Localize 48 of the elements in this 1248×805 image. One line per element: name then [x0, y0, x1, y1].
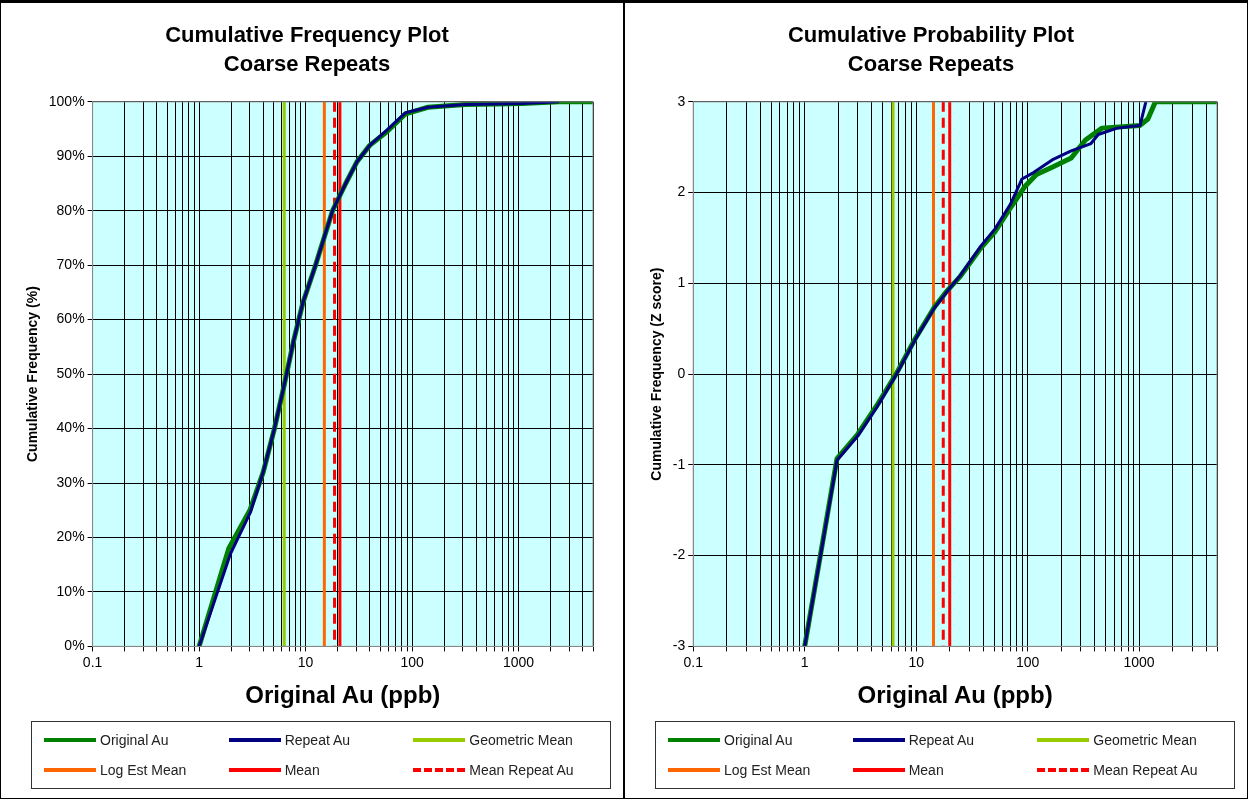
legend-label: Original Au — [100, 732, 169, 748]
legend-label: Mean — [908, 762, 944, 778]
y-tick-label: 100% — [48, 92, 85, 109]
y-tick-label: 70% — [56, 256, 85, 273]
y-tick-label: 3 — [677, 92, 686, 109]
x-tick-label: 0.1 — [683, 653, 704, 670]
x-tick-label: 10 — [297, 653, 314, 670]
y-tick-label: 50% — [56, 364, 85, 381]
legend-label: Original Au — [724, 732, 793, 748]
y-tick-label: 90% — [56, 147, 85, 164]
legend-label: Log Est Mean — [100, 762, 187, 778]
x-tick-label: 100 — [1015, 653, 1040, 670]
y-tick-label: 40% — [56, 419, 85, 436]
x-tick-label: 1 — [800, 653, 809, 670]
y-tick-label: 80% — [56, 201, 85, 218]
legend-label: Log Est Mean — [724, 762, 811, 778]
legend-label: Mean — [284, 762, 320, 778]
legend-label: Geometric Mean — [1093, 732, 1197, 748]
x-tick-label: 1000 — [1123, 653, 1155, 670]
x-tick-label: 1000 — [502, 653, 535, 670]
y-tick-label: 2 — [677, 183, 686, 200]
chart-subtitle: Coarse Repeats — [847, 50, 1015, 76]
y-tick-label: -3 — [672, 637, 686, 654]
legend-label: Geometric Mean — [469, 732, 573, 748]
chart-title: Cumulative Probability Plot — [787, 22, 1075, 48]
x-tick-label: 0.1 — [82, 653, 103, 670]
chart-subtitle: Coarse Repeats — [223, 50, 391, 76]
y-tick-label: 0 — [677, 364, 686, 381]
y-tick-label: 30% — [56, 473, 85, 490]
y-tick-label: -1 — [672, 455, 686, 472]
y-axis-title: Cumulative Frequency (%) — [24, 286, 41, 463]
legend-label: Repeat Au — [284, 732, 351, 748]
x-axis-title: Original Au (ppb) — [857, 681, 1053, 709]
legend-label: Repeat Au — [908, 732, 975, 748]
x-tick-label: 10 — [908, 653, 925, 670]
legend-label: Mean Repeat Au — [1093, 762, 1198, 778]
x-tick-label: 1 — [195, 653, 204, 670]
y-tick-label: 20% — [56, 528, 85, 545]
x-axis-title: Original Au (ppb) — [245, 681, 441, 709]
y-tick-label: 1 — [677, 274, 686, 291]
x-tick-label: 100 — [400, 653, 424, 670]
y-tick-label: 0% — [64, 637, 85, 654]
y-axis-title: Cumulative Frequency (Z score) — [648, 267, 665, 481]
y-tick-label: 10% — [56, 582, 85, 599]
chart-title: Cumulative Frequency Plot — [165, 22, 450, 48]
y-tick-label: -2 — [672, 546, 686, 563]
y-tick-label: 60% — [56, 310, 85, 327]
legend-label: Mean Repeat Au — [469, 762, 574, 778]
